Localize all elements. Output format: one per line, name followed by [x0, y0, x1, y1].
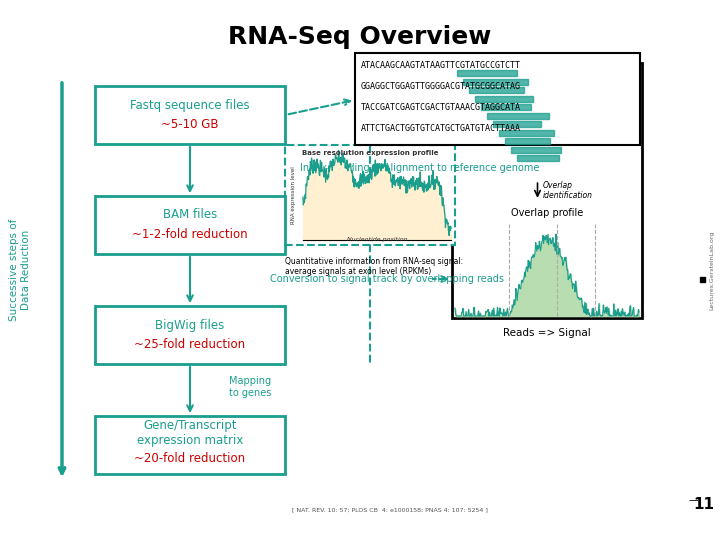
- Bar: [95, 416, 285, 474]
- Text: RNA-Seq Overview: RNA-Seq Overview: [228, 25, 492, 49]
- Text: 11: 11: [693, 497, 714, 512]
- Bar: [355, 53, 640, 145]
- Text: Overlap profile: Overlap profile: [511, 208, 583, 219]
- Text: RNA expression level: RNA expression level: [290, 166, 295, 224]
- Bar: [95, 86, 285, 144]
- Bar: [487, 112, 549, 118]
- Text: Nucleotide position: Nucleotide position: [347, 237, 408, 242]
- Bar: [511, 146, 561, 152]
- Bar: [475, 96, 533, 102]
- Bar: [700, 277, 705, 282]
- Text: Overlap
identification: Overlap identification: [542, 181, 593, 200]
- Text: ~20-fold reduction: ~20-fold reduction: [135, 453, 246, 465]
- Bar: [285, 145, 455, 245]
- Text: Reads => Signal: Reads => Signal: [503, 328, 591, 338]
- Bar: [95, 306, 285, 364]
- Bar: [469, 87, 524, 93]
- Text: GGAGGCTGGAGTTGGGGACGTATGCGGCATAG: GGAGGCTGGAGTTGGGGACGTATGCGGCATAG: [361, 82, 521, 91]
- Bar: [517, 155, 559, 161]
- Text: Base resolution expression profile: Base resolution expression profile: [302, 150, 438, 156]
- Text: Gene/Transcript
expression matrix: Gene/Transcript expression matrix: [137, 419, 243, 447]
- Text: BAM files: BAM files: [163, 208, 217, 221]
- Text: ATTCTGACTGGTGTCATGCTGATGTACTTAAA: ATTCTGACTGGTGTCATGCTGATGTACTTAAA: [361, 124, 521, 133]
- Text: ~1-2-fold reduction: ~1-2-fold reduction: [132, 228, 248, 241]
- Text: Quantitative information from RNA-seq signal:
average signals at exon level (RPK: Quantitative information from RNA-seq si…: [285, 257, 463, 276]
- Text: TACCGATCGAGTCGACTGTAAACGTAGGCATA: TACCGATCGAGTCGACTGTAAACGTAGGCATA: [361, 103, 521, 112]
- Text: [ NAT. REV. 10: 57; PLOS CB  4: e1000158; PNAS 4: 107: 5254 ]: [ NAT. REV. 10: 57; PLOS CB 4: e1000158;…: [292, 507, 488, 512]
- Text: Conversion to signal track by overlapping reads: Conversion to signal track by overlappin…: [270, 274, 504, 284]
- Text: Lectures.GersteinLab.org: Lectures.GersteinLab.org: [709, 231, 714, 309]
- Text: Index-building + Alignment to reference genome: Index-building + Alignment to reference …: [300, 163, 539, 173]
- Bar: [505, 138, 550, 144]
- Text: ATACAAGCAAGTATAAGTTCGTATGCCGTCTT: ATACAAGCAAGTATAAGTTCGTATGCCGTCTT: [361, 61, 521, 70]
- Bar: [493, 121, 541, 127]
- Bar: [463, 78, 528, 84]
- Bar: [499, 130, 554, 136]
- Text: Mapping
to genes: Mapping to genes: [229, 376, 271, 398]
- Bar: [95, 196, 285, 254]
- Bar: [481, 104, 531, 110]
- Text: —: —: [688, 495, 698, 505]
- Text: ~5-10 GB: ~5-10 GB: [161, 118, 219, 132]
- Text: ~25-fold reduction: ~25-fold reduction: [135, 339, 246, 352]
- Text: Fastq sequence files: Fastq sequence files: [130, 98, 250, 111]
- Text: BigWig files: BigWig files: [156, 319, 225, 332]
- Text: Successive steps of
Data Reduction: Successive steps of Data Reduction: [9, 219, 31, 321]
- Bar: [452, 63, 642, 318]
- Bar: [457, 70, 517, 76]
